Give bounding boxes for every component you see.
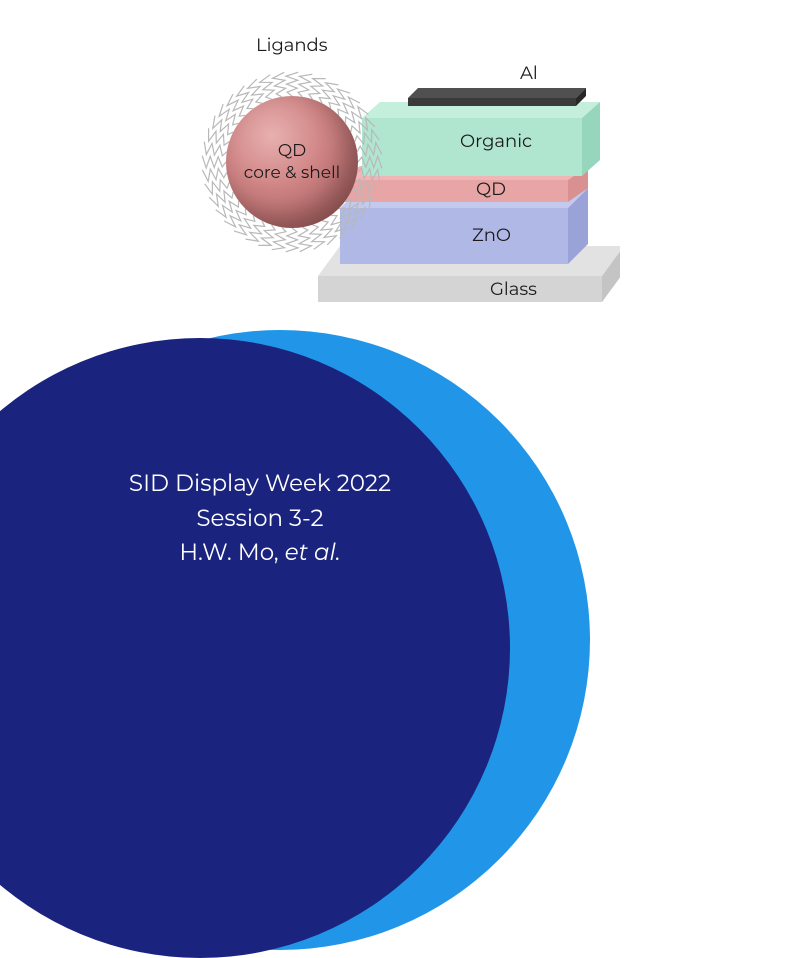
label-organic: Organic — [460, 130, 532, 152]
sphere-line2: core & shell — [244, 163, 340, 183]
label-qd: QD — [476, 178, 506, 200]
footer-line1: SID Display Week 2022 — [60, 466, 460, 501]
footer-line2: Session 3-2 — [60, 501, 460, 536]
qd-sphere-label: QD core & shell — [234, 140, 350, 184]
footer-line3: H.W. Mo, et al. — [60, 535, 460, 570]
label-al: Al — [520, 62, 538, 84]
qd-layer-diagram: Al Organic QD ZnO Glass QD core & shell … — [200, 40, 620, 320]
label-zno: ZnO — [472, 224, 511, 246]
ligands-label: Ligands — [256, 34, 328, 56]
footer-citation: SID Display Week 2022 Session 3-2 H.W. M… — [60, 466, 460, 570]
sphere-line1: QD — [278, 141, 306, 161]
layer-al — [408, 88, 586, 106]
label-glass: Glass — [490, 278, 537, 300]
